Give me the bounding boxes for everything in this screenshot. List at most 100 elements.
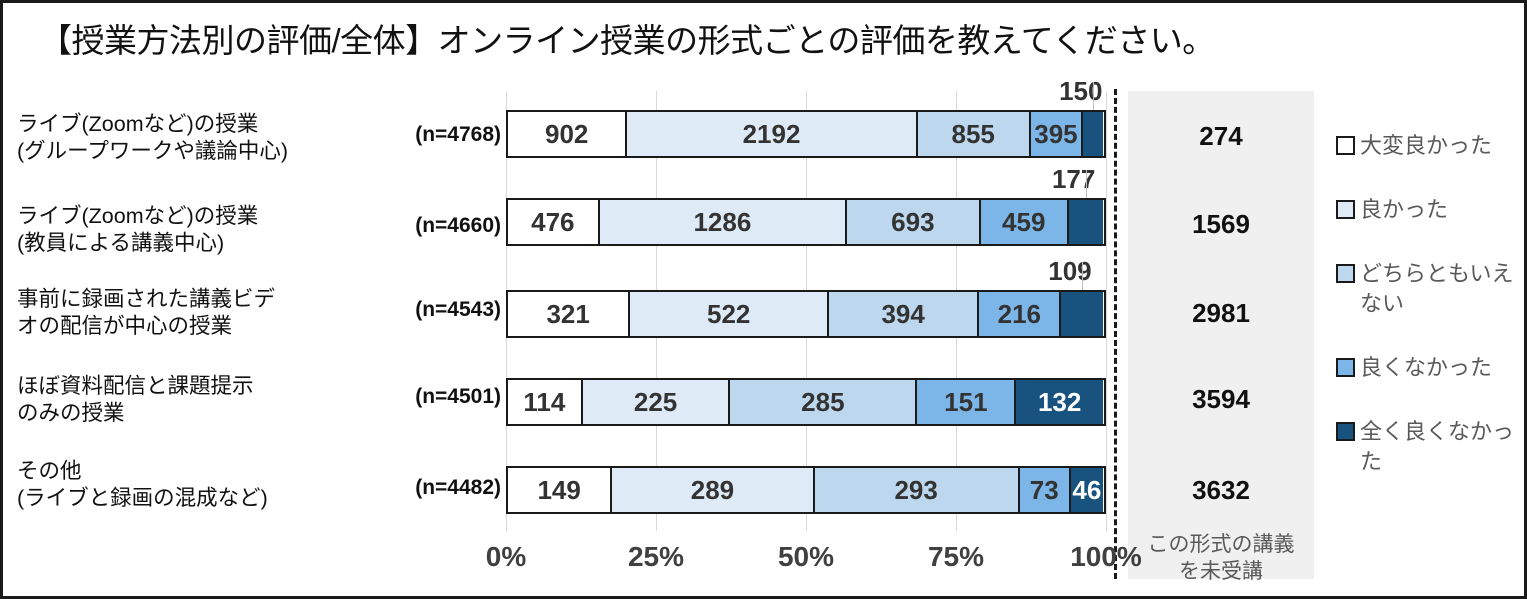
row-label-line1: 事前に録画された講義ビデ bbox=[17, 287, 276, 311]
bar-segment-value: 285 bbox=[801, 386, 845, 417]
bar-segment-callout-value: 150 bbox=[1059, 76, 1103, 106]
row-label-line1: ライブ(Zoomなど)の授業 bbox=[17, 112, 259, 136]
bar-segment: 114 bbox=[508, 380, 583, 424]
bar-segment-value: 394 bbox=[881, 298, 925, 329]
bar-segment-value: 693 bbox=[891, 206, 935, 237]
bar-segment-value: 321 bbox=[546, 298, 590, 329]
row-label: ライブ(Zoomなど)の授業 (教員による講義中心) bbox=[17, 203, 377, 257]
row-label-line2: のみの授業 bbox=[17, 401, 125, 425]
dashed-divider bbox=[1114, 89, 1117, 579]
bar-segment: 73 bbox=[1019, 468, 1071, 512]
legend-item[interactable]: 良くなかった bbox=[1336, 353, 1522, 383]
bar-segment-value: 855 bbox=[951, 118, 995, 149]
bar-segment: 459 bbox=[980, 200, 1069, 244]
x-axis-tick-label: 25% bbox=[627, 541, 685, 572]
bar-segment: 321 bbox=[508, 292, 631, 336]
bar-segment-value: 293 bbox=[894, 474, 938, 505]
legend-item[interactable]: 全く良くなかった bbox=[1336, 417, 1522, 477]
unattended-value: 274 bbox=[1199, 121, 1243, 151]
unattended-value: 1569 bbox=[1192, 209, 1250, 239]
row-label-line1: ライブ(Zoomなど)の授業 bbox=[17, 204, 259, 228]
row-label-line2: (教員による講義中心) bbox=[17, 231, 225, 255]
legend-swatch-icon bbox=[1336, 422, 1355, 441]
bar-segment: 522 bbox=[630, 292, 830, 336]
unattended-caption: この形式の講義 を未受講 bbox=[1128, 531, 1314, 585]
row-sample-size: (n=4501) bbox=[415, 385, 501, 408]
bar-segment: 151 bbox=[917, 380, 1017, 424]
bar-segment: 855 bbox=[917, 112, 1031, 156]
unattended-value: 3632 bbox=[1192, 475, 1250, 505]
bar-segment-value: 395 bbox=[1034, 118, 1078, 149]
unattended-value: 2981 bbox=[1192, 298, 1250, 328]
row-sample-size: (n=4543) bbox=[415, 298, 501, 321]
bar-segment: 1286 bbox=[599, 200, 848, 244]
legend-swatch-icon bbox=[1336, 358, 1355, 377]
bar-segment: 395 bbox=[1030, 112, 1084, 156]
unattended-panel bbox=[1128, 91, 1314, 579]
bar-segment-value: 114 bbox=[523, 386, 566, 417]
row-label-line2: (ライブと録画の混成など) bbox=[17, 486, 268, 510]
bar-segment: 693 bbox=[847, 200, 981, 244]
bar-segment-value: 132 bbox=[1037, 386, 1082, 417]
row-label-line1: その他 bbox=[17, 459, 82, 483]
legend-item-label: 良かった bbox=[1360, 197, 1449, 222]
page-title: 【授業方法別の評価/全体】オンライン授業の形式ごとの評価を教えてください。 bbox=[39, 22, 1215, 59]
bar-segment: 225 bbox=[582, 380, 731, 424]
callout-leader-line bbox=[1082, 262, 1084, 290]
bar-segment: 132 bbox=[1016, 380, 1103, 424]
row-label: ほぼ資料配信と課題提示 のみの授業 bbox=[17, 373, 377, 427]
legend-swatch-icon bbox=[1336, 264, 1355, 283]
row-label-line1: ほぼ資料配信と課題提示 bbox=[17, 374, 254, 398]
row-sample-size: (n=4482) bbox=[415, 476, 501, 499]
stacked-bar: 149 289 293 73 46 bbox=[506, 466, 1106, 514]
row-label-line2: (グループワークや議論中心) bbox=[17, 139, 289, 163]
stacked-bar: 321 522 394 216 bbox=[506, 290, 1106, 338]
unattended-caption-line2: を未受講 bbox=[1179, 560, 1263, 583]
bar-segment-value: 46 bbox=[1072, 474, 1102, 505]
legend-item[interactable]: 大変良かった bbox=[1336, 131, 1522, 161]
x-axis-tick-label: 100% bbox=[1070, 541, 1142, 572]
bar-segment-value: 476 bbox=[531, 206, 575, 237]
legend-item[interactable]: 良かった bbox=[1336, 195, 1522, 225]
x-axis-tick-label: 75% bbox=[927, 541, 985, 572]
row-label-line2: オの配信が中心の授業 bbox=[17, 314, 233, 338]
bar-segment-callout-value: 109 bbox=[1048, 256, 1092, 286]
unattended-value: 3594 bbox=[1192, 384, 1250, 414]
unattended-caption-line1: この形式の講義 bbox=[1147, 533, 1295, 556]
row-sample-size: (n=4768) bbox=[415, 123, 501, 146]
legend: 大変良かった良かったどちらともいえない良くなかった全く良くなかった bbox=[1336, 131, 1522, 511]
bar-segment: 289 bbox=[612, 468, 815, 512]
legend-item-label: 良くなかった bbox=[1360, 355, 1493, 380]
stacked-bar: 476 1286 693 459 bbox=[506, 198, 1106, 246]
x-axis-tick-label: 50% bbox=[777, 541, 835, 572]
bar-segment: 476 bbox=[508, 200, 600, 244]
row-label: その他 (ライブと録画の混成など) bbox=[17, 458, 377, 512]
row-label: 事前に録画された講義ビデ オの配信が中心の授業 bbox=[17, 286, 377, 340]
bar-segment bbox=[1083, 112, 1103, 156]
bar-segment-value: 216 bbox=[997, 298, 1041, 329]
bar-segment-value: 522 bbox=[706, 298, 751, 329]
bar-segment: 149 bbox=[508, 468, 613, 512]
callout-leader-line bbox=[1093, 82, 1095, 110]
bar-segment: 216 bbox=[979, 292, 1062, 336]
bar-segment: 902 bbox=[508, 112, 628, 156]
legend-item[interactable]: どちらともいえない bbox=[1336, 259, 1522, 319]
bar-segment-callout-value: 177 bbox=[1051, 164, 1096, 194]
stacked-bar: 114 225 285 151 132 bbox=[506, 378, 1106, 426]
bar-segment-value: 459 bbox=[1002, 206, 1046, 237]
bar-segment-value: 1286 bbox=[693, 206, 752, 237]
bar-segment-value: 902 bbox=[545, 118, 589, 149]
callout-leader-line bbox=[1085, 170, 1087, 198]
bar-segment: 46 bbox=[1070, 468, 1103, 512]
bar-segment bbox=[1061, 292, 1103, 336]
bar-segment-value: 2192 bbox=[742, 118, 801, 149]
bar-segment-value: 225 bbox=[633, 386, 678, 417]
row-sample-size: (n=4660) bbox=[415, 214, 501, 237]
legend-swatch-icon bbox=[1336, 136, 1355, 155]
bar-segment: 293 bbox=[814, 468, 1020, 512]
legend-swatch-icon bbox=[1336, 200, 1355, 219]
bar-segment bbox=[1068, 200, 1103, 244]
legend-item-label: 全く良くなかった bbox=[1360, 419, 1515, 474]
bar-segment-value: 73 bbox=[1029, 474, 1059, 505]
